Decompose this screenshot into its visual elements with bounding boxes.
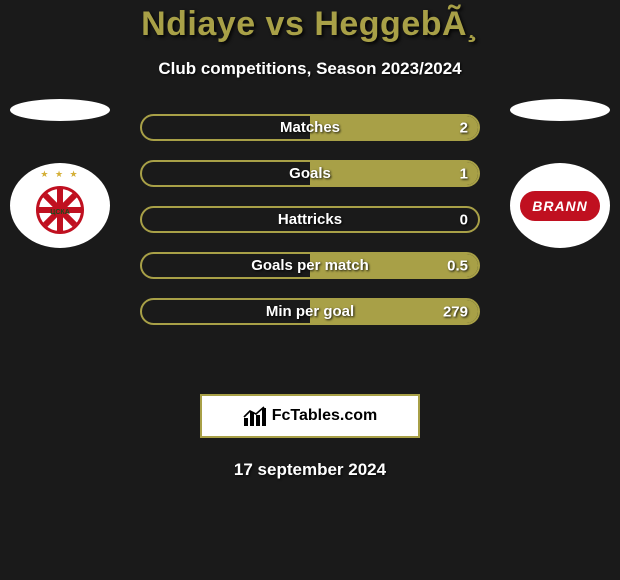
- player-avatar-placeholder-right: [510, 99, 610, 121]
- stat-value-right: 279: [443, 303, 468, 320]
- date-text: 17 september 2024: [0, 460, 620, 480]
- page-title: Ndiaye vs HeggebÃ¸: [0, 5, 620, 44]
- stat-value-right: 0.5: [447, 257, 468, 274]
- player-avatar-placeholder-left: [10, 99, 110, 121]
- team-badge-cska: ★ ★ ★ ЦСКА: [10, 163, 110, 248]
- stat-row: Matches 2: [140, 114, 480, 141]
- stat-label: Hattricks: [278, 211, 342, 228]
- team-badge-brann: BRANN: [510, 163, 610, 248]
- stat-row: Goals 1: [140, 160, 480, 187]
- stat-label: Matches: [280, 119, 340, 136]
- brann-badge-label: BRANN: [517, 188, 603, 224]
- stat-rows: Matches 2 Goals 1 Hattricks 0 Goals per match 0…: [140, 114, 480, 325]
- right-player-column: BRANN: [500, 99, 620, 248]
- stat-fill-right: [310, 162, 478, 185]
- stat-value-right: 2: [460, 119, 468, 136]
- stat-row: Goals per match 0.5: [140, 252, 480, 279]
- stat-value-right: 0: [460, 211, 468, 228]
- stat-row: Hattricks 0: [140, 206, 480, 233]
- stat-row: Min per goal 279: [140, 298, 480, 325]
- stat-label: Goals: [289, 165, 331, 182]
- brand-text: FcTables.com: [272, 407, 378, 425]
- stat-label: Goals per match: [251, 257, 369, 274]
- left-player-column: ★ ★ ★ ЦСКА: [0, 99, 120, 248]
- cska-badge-label: ЦСКА: [50, 209, 70, 216]
- brand-box[interactable]: FcTables.com: [200, 394, 420, 438]
- comparison-area: ★ ★ ★ ЦСКА BRANN Matches 2 Goals 1 Hattricks…: [0, 114, 620, 364]
- cska-stars-icon: ★ ★ ★: [40, 169, 79, 180]
- subtitle: Club competitions, Season 2023/2024: [0, 59, 620, 79]
- stat-value-right: 1: [460, 165, 468, 182]
- bar-chart-icon: [243, 406, 267, 426]
- stat-label: Min per goal: [266, 303, 354, 320]
